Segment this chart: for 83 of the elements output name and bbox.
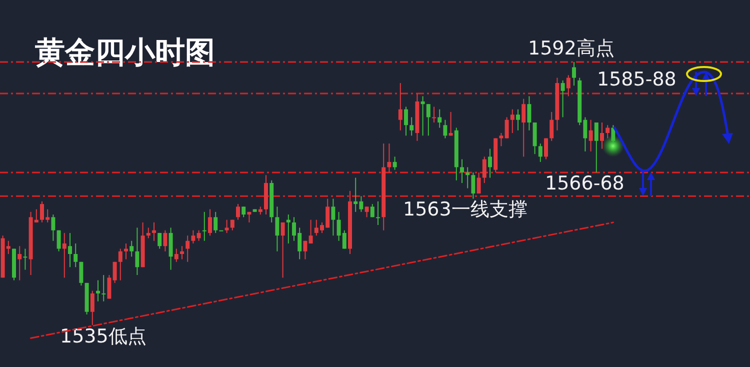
- annotation: 1585-88: [597, 68, 676, 90]
- candlestick: [96, 280, 100, 302]
- candlestick: [516, 108, 520, 131]
- candlestick: [387, 143, 392, 173]
- candlestick: [236, 204, 240, 220]
- candlestick: [79, 261, 84, 286]
- candlestick: [186, 235, 190, 262]
- candlestick: [308, 219, 313, 244]
- candlestick: [242, 206, 246, 218]
- candlestick: [214, 211, 218, 234]
- candlestick: [174, 248, 178, 262]
- candlestick: [544, 138, 548, 160]
- candlestick: [460, 158, 464, 184]
- candlestick: [152, 222, 156, 242]
- candlestick: [102, 274, 106, 302]
- candlestick: [191, 230, 196, 244]
- chart-title: 黄金四小时图: [35, 36, 215, 70]
- candlestick: [90, 290, 94, 326]
- candlestick: [443, 119, 448, 139]
- candlestick: [370, 204, 374, 218]
- candlestick: [527, 96, 532, 131]
- candlestick: [499, 132, 504, 147]
- candlestick: [168, 227, 173, 270]
- candlestick: [112, 261, 117, 284]
- candlestick: [275, 206, 280, 252]
- candlestick: [376, 200, 380, 226]
- candlestick: [74, 242, 78, 268]
- annotation: 1566-68: [545, 172, 624, 194]
- candlestick: [410, 116, 414, 136]
- candlestick: [510, 108, 514, 134]
- candlestick: [118, 248, 122, 281]
- candlestick: [448, 111, 453, 136]
- candlestick: [404, 106, 408, 136]
- candlestick: [286, 214, 290, 244]
- candlestick: [280, 222, 285, 278]
- candlestick: [107, 274, 112, 300]
- candlestick: [532, 122, 537, 155]
- candlestick: [466, 166, 470, 189]
- candlestick: [550, 111, 554, 142]
- candlestick: [130, 240, 134, 258]
- candlestick: [420, 96, 425, 136]
- candlestick: [488, 148, 492, 178]
- candlestick: [606, 124, 610, 139]
- candlestick: [588, 119, 593, 152]
- candlestick: [51, 214, 56, 242]
- candlestick: [196, 230, 201, 242]
- candlestick: [23, 248, 28, 270]
- candlestick: [18, 246, 22, 281]
- candlestick: [124, 242, 128, 260]
- candlestick: [224, 219, 229, 234]
- annotation: 1563一线支撑: [403, 198, 528, 220]
- candlestick: [566, 74, 570, 97]
- candlestick: [432, 106, 436, 123]
- candlestick: [364, 206, 369, 218]
- candlestick: [600, 122, 604, 150]
- candlestick: [572, 62, 576, 86]
- candlestick: [482, 156, 486, 184]
- candlestick: [476, 172, 481, 194]
- candlestick: [398, 82, 402, 131]
- candlestick: [594, 122, 598, 173]
- candlestick: [426, 104, 430, 136]
- candlestick: [146, 227, 150, 239]
- candlestick: [202, 211, 206, 242]
- candlestick: [471, 172, 476, 200]
- candlestick: [392, 156, 397, 170]
- candlestick: [163, 230, 168, 252]
- candlestick: [303, 240, 308, 260]
- candlestick: [538, 143, 542, 162]
- candlestick: [68, 232, 72, 268]
- text: 1592高点: [528, 38, 614, 60]
- candlestick: [331, 198, 336, 236]
- candlestick: [62, 232, 66, 278]
- candlestick: [438, 108, 442, 128]
- candlestick: [504, 116, 509, 139]
- candlestick: [158, 232, 162, 250]
- candlestick: [522, 98, 526, 158]
- candlestick: [611, 124, 616, 144]
- candlestick: [56, 230, 61, 252]
- candlestick: [180, 246, 184, 260]
- candlestick: [560, 80, 565, 118]
- text: 1535低点: [60, 326, 146, 348]
- candlestick: [135, 227, 140, 276]
- candlestick: [208, 208, 212, 236]
